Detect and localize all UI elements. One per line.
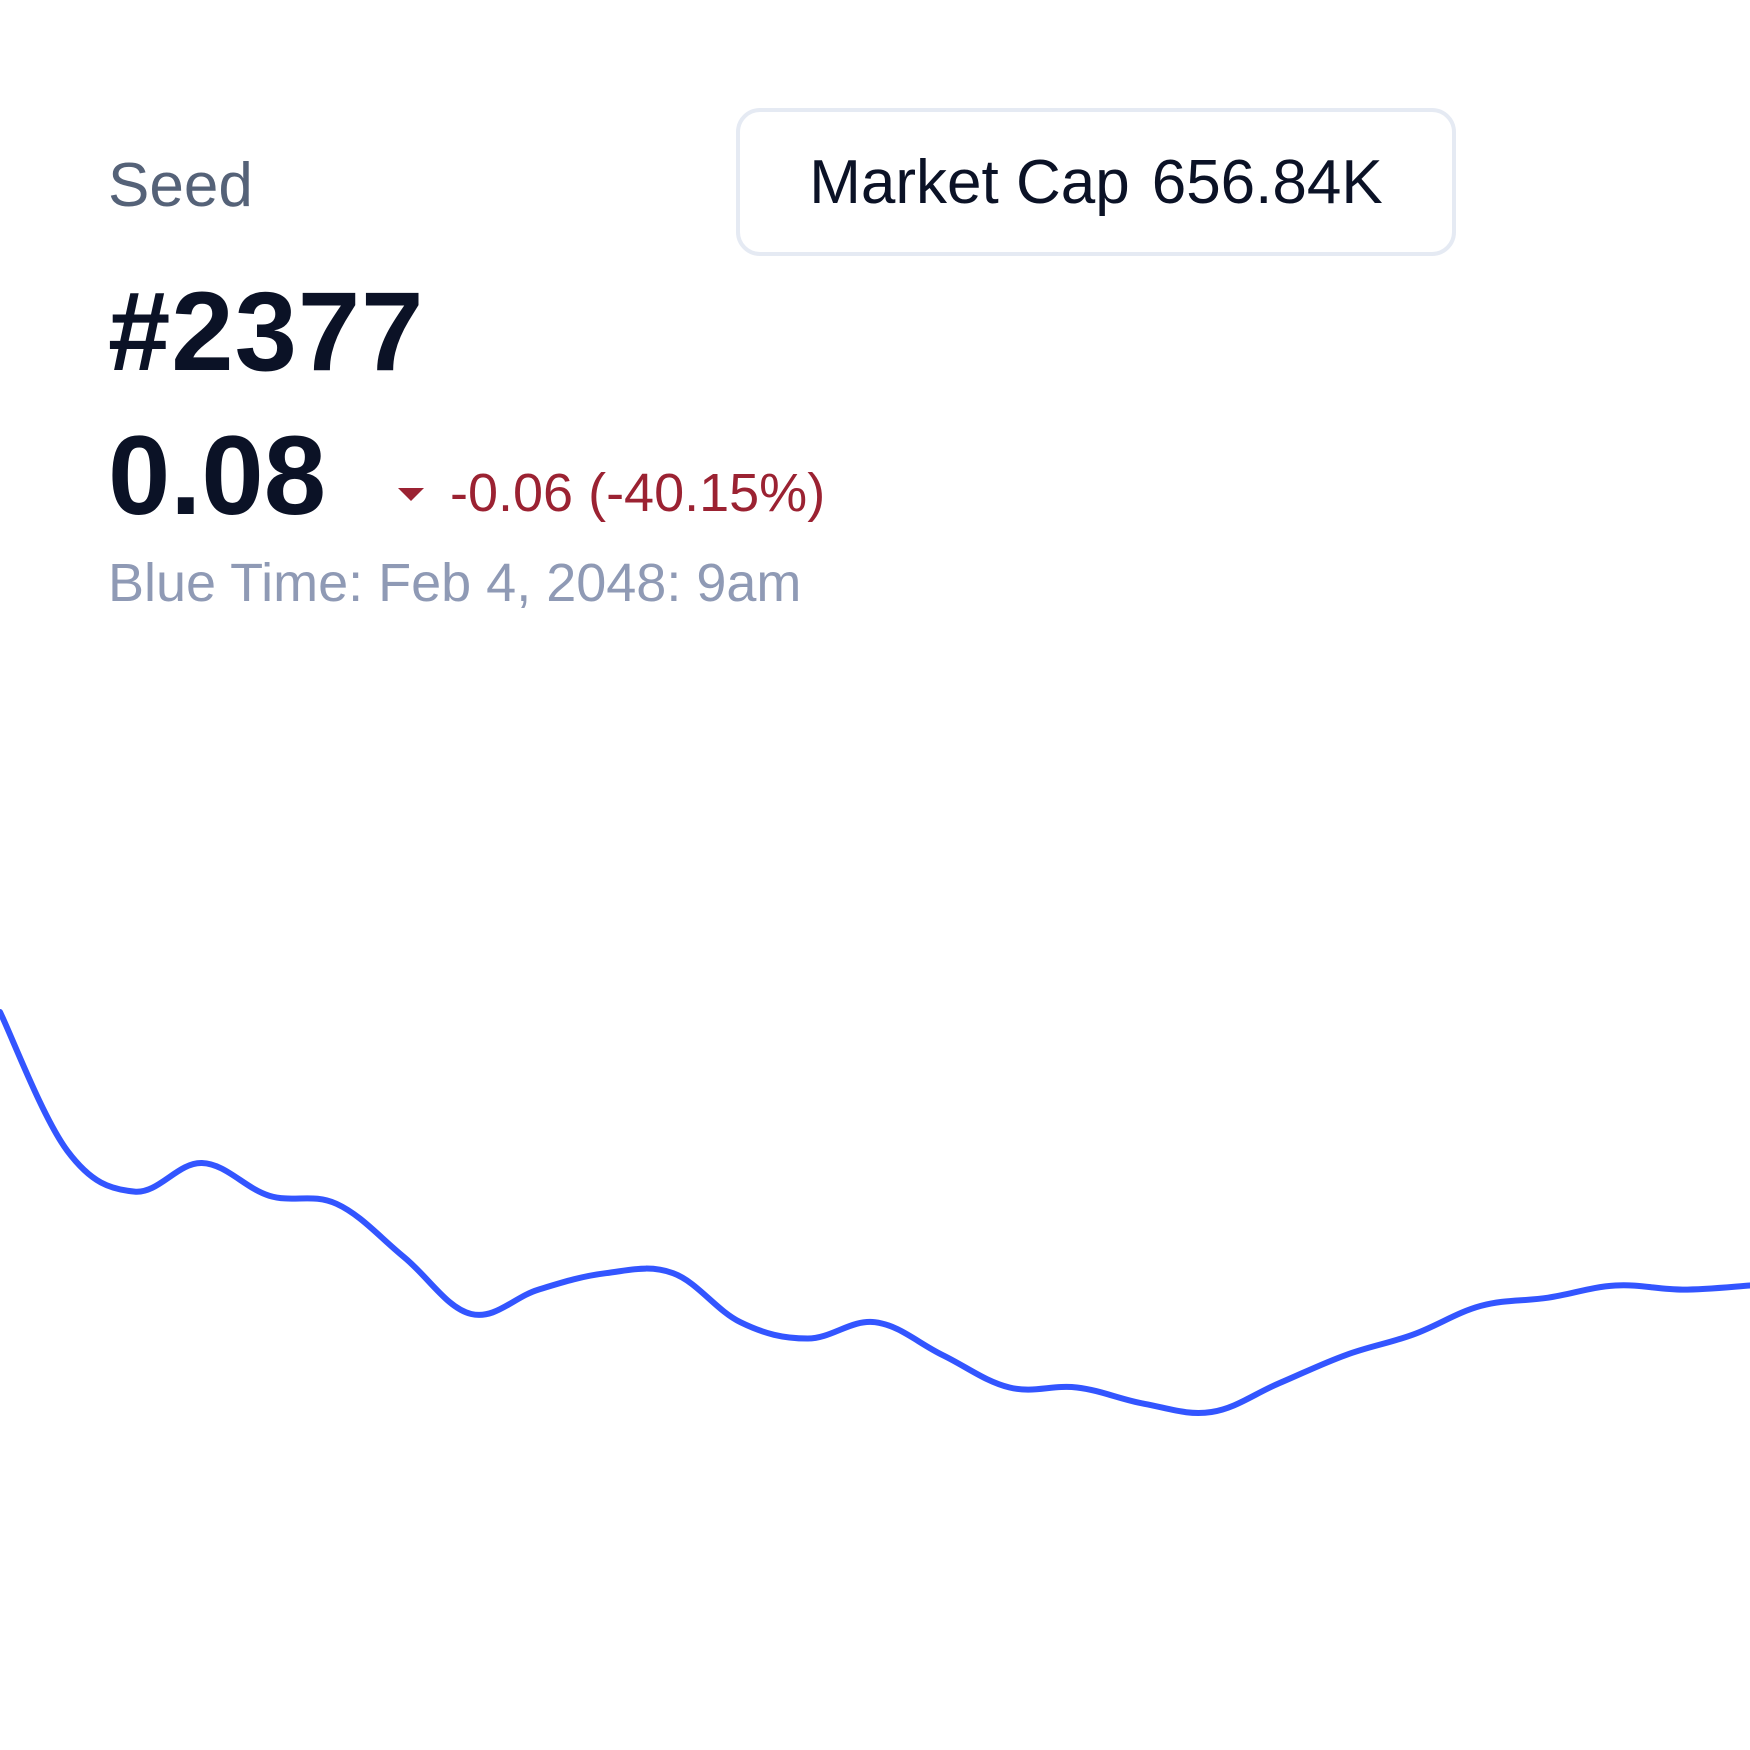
market-cap-badge[interactable]: Market Cap 656.84K (736, 108, 1456, 256)
caret-down-icon (398, 487, 424, 501)
market-cap-value: 656.84K (1151, 147, 1383, 217)
market-cap-label: Market Cap (809, 147, 1130, 217)
price-line (0, 1009, 1750, 1416)
price-change-text: -0.06 (-40.15%) (450, 463, 826, 523)
token-price: 0.08 (108, 413, 326, 538)
token-rank: #2377 (108, 269, 425, 394)
timestamp: Blue Time: Feb 4, 2048: 9am (108, 553, 802, 613)
token-name: Seed (108, 151, 253, 220)
price-change: -0.06 (-40.15%) (398, 462, 825, 524)
price-chart[interactable] (0, 900, 1750, 1550)
